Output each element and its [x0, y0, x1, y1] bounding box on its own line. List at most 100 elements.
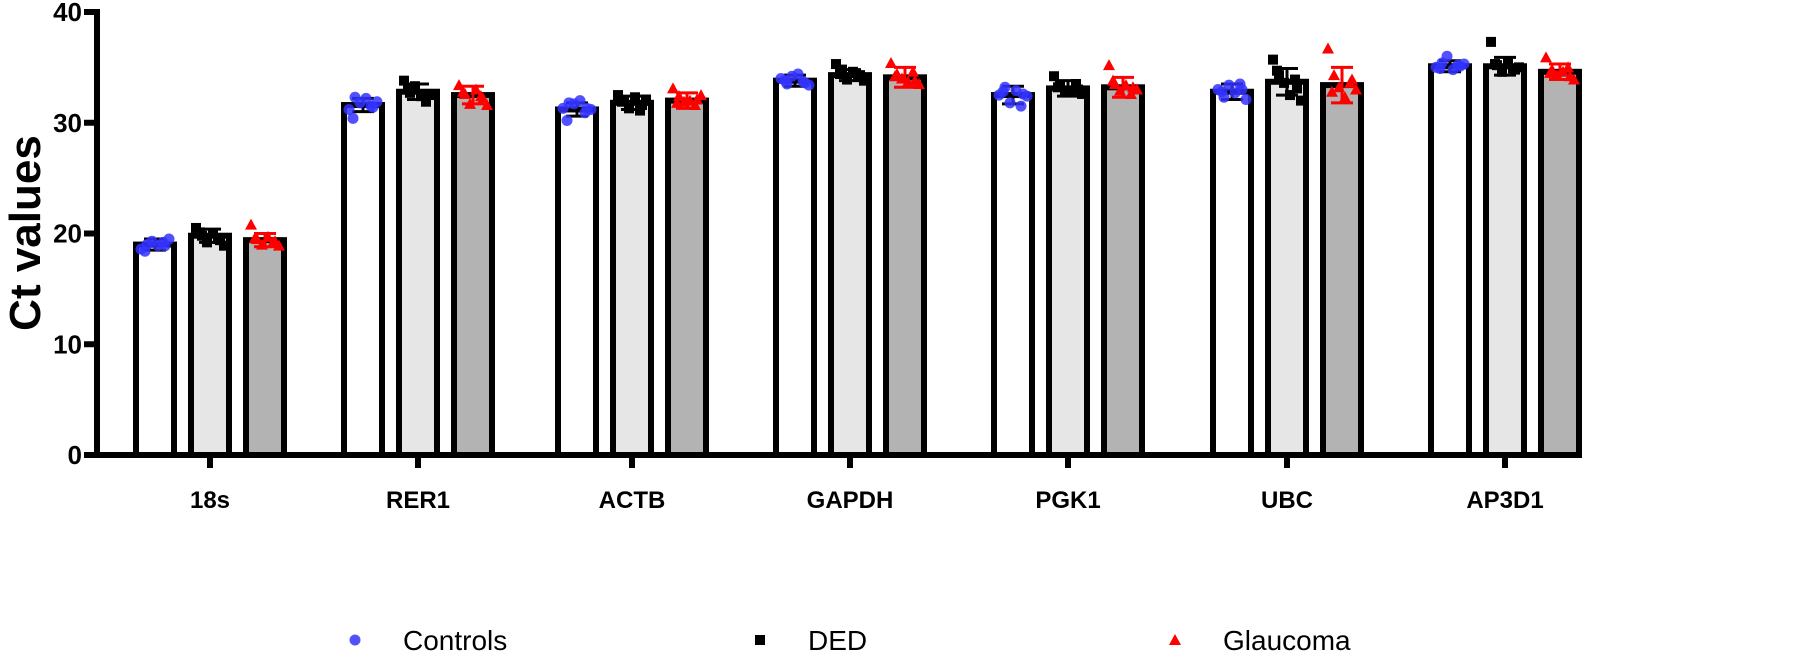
- data-point-square: [1510, 64, 1520, 75]
- data-point-square: [1066, 85, 1076, 96]
- data-point-triangle: [1328, 69, 1340, 81]
- data-point-circle: [367, 101, 379, 113]
- data-point-square: [831, 59, 841, 70]
- data-point-triangle: [269, 235, 281, 247]
- data-point-square: [219, 240, 229, 251]
- bar-controls: [341, 102, 385, 458]
- bar-ded: [1483, 63, 1527, 459]
- data-point-square: [1285, 90, 1295, 101]
- bar-controls: [1210, 88, 1254, 459]
- y-tick-label: 0: [68, 440, 82, 470]
- data-point-circle: [1441, 50, 1453, 62]
- data-point-square: [1268, 54, 1278, 65]
- data-point-square: [855, 70, 865, 81]
- data-point-triangle: [481, 99, 493, 111]
- data-point-square: [1497, 66, 1507, 77]
- data-point-triangle: [1540, 51, 1552, 63]
- bar-glaucoma: [243, 237, 287, 458]
- data-point-square: [859, 75, 869, 86]
- data-point-square: [410, 81, 420, 92]
- bar-controls: [991, 92, 1035, 458]
- x-tick-label: ACTB: [599, 487, 666, 514]
- data-point-triangle: [1346, 73, 1358, 85]
- bar-group-actb: [555, 82, 709, 459]
- data-point-square: [630, 92, 640, 103]
- legend-label-glaucoma: Glaucoma: [1223, 625, 1351, 656]
- data-point-triangle: [689, 99, 701, 111]
- data-point-square: [637, 100, 647, 111]
- data-point-triangle: [671, 96, 683, 108]
- data-point-triangle: [464, 97, 476, 109]
- legend-marker-glaucoma: [1169, 634, 1181, 645]
- data-point-square: [617, 96, 627, 107]
- data-point-triangle: [262, 230, 274, 242]
- bar-controls: [133, 241, 177, 458]
- data-point-triangle: [1544, 66, 1556, 78]
- data-point-square: [215, 235, 225, 246]
- data-point-triangle: [885, 56, 897, 68]
- bar-ded: [1046, 85, 1090, 458]
- bar-glaucoma: [1538, 68, 1582, 459]
- data-point-square: [202, 237, 212, 248]
- x-tick-label: RER1: [386, 487, 450, 514]
- data-point-triangle: [470, 83, 482, 95]
- y-tick-label: 30: [53, 108, 82, 138]
- data-point-triangle: [1333, 81, 1345, 93]
- bar-controls: [1428, 63, 1472, 459]
- data-point-triangle: [1350, 83, 1362, 95]
- data-point-square: [613, 90, 623, 101]
- x-axis-labels: 18s RER1 ACTB GAPDH PGK1 UBC AP3D1: [190, 455, 1544, 514]
- data-point-circle: [159, 240, 171, 252]
- bar-group-ubc: [1210, 42, 1364, 459]
- y-axis: 0 10 20 30 40: [53, 0, 1548, 470]
- y-axis-label: Ct values: [1, 135, 50, 331]
- data-point-circle: [574, 95, 586, 107]
- data-point-circle: [1236, 84, 1248, 96]
- legend: Controls DED Glaucoma: [349, 625, 1351, 656]
- data-point-circle: [1223, 79, 1235, 91]
- data-point-triangle: [1562, 61, 1574, 73]
- data-point-square: [1503, 56, 1513, 67]
- x-tick-label: AP3D1: [1466, 487, 1543, 514]
- data-point-square: [1073, 84, 1083, 95]
- data-point-triangle: [1103, 59, 1115, 71]
- bar-controls: [773, 77, 817, 458]
- data-point-triangle: [1564, 70, 1576, 82]
- data-point-circle: [561, 115, 573, 127]
- data-point-triangle: [1114, 84, 1126, 96]
- legend-label-ded: DED: [808, 625, 867, 656]
- bar-glaucoma: [1320, 82, 1364, 458]
- data-point-triangle: [249, 231, 261, 243]
- y-tick-label: 10: [53, 329, 82, 359]
- data-point-square: [1490, 59, 1500, 70]
- data-point-triangle: [453, 79, 465, 91]
- data-point-square: [835, 69, 845, 80]
- data-point-triangle: [256, 238, 268, 250]
- data-point-square: [1060, 86, 1070, 97]
- bar-group-18s: [133, 218, 287, 458]
- data-point-triangle: [889, 70, 901, 82]
- data-point-circle: [1017, 88, 1029, 100]
- data-point-triangle: [1107, 74, 1119, 86]
- data-point-circle: [1240, 93, 1252, 105]
- bar-ded: [1265, 78, 1309, 459]
- data-point-square: [1486, 36, 1496, 47]
- data-point-circle: [139, 245, 151, 257]
- bar-group-pgk1: [991, 59, 1145, 458]
- bar-ded: [396, 88, 440, 459]
- data-point-circle: [1004, 97, 1016, 109]
- bar-ded: [828, 72, 872, 458]
- data-point-triangle: [691, 93, 703, 105]
- data-point-triangle: [1322, 42, 1334, 54]
- data-point-square: [624, 103, 634, 114]
- data-point-triangle: [477, 92, 489, 104]
- bar-group-ap3d1: [1428, 36, 1582, 459]
- data-point-square: [1272, 65, 1282, 76]
- data-point-circle: [347, 112, 359, 124]
- bar-group-rer1: [341, 75, 495, 459]
- data-point-circle: [1434, 62, 1446, 74]
- data-point-triangle: [1125, 87, 1137, 99]
- data-point-circle: [779, 75, 791, 87]
- data-point-square: [1053, 82, 1063, 93]
- data-point-circle: [343, 103, 355, 115]
